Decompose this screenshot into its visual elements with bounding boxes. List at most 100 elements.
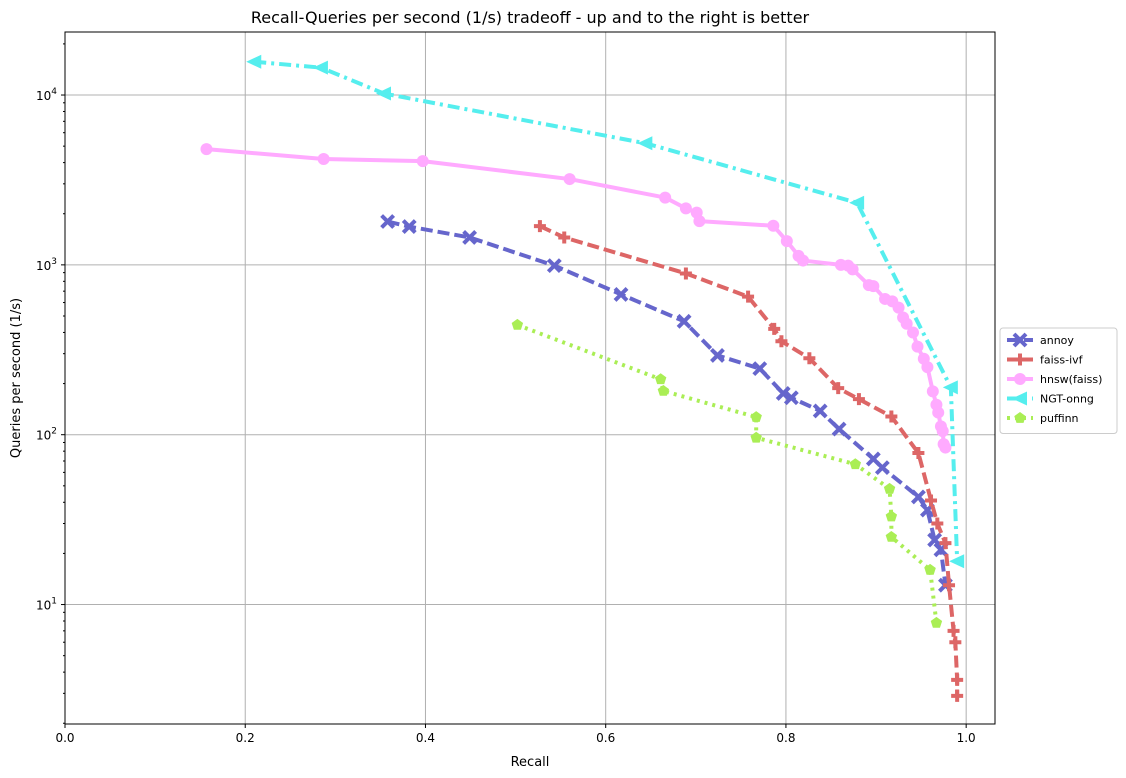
data-point (783, 390, 799, 406)
y-axis-label: Queries per second (1/s) (9, 298, 24, 458)
legend-label: NGT-onng (1040, 393, 1094, 406)
data-point (849, 195, 865, 210)
data-point (546, 258, 562, 274)
data-point (936, 425, 949, 438)
data-point (930, 616, 943, 628)
data-point (931, 517, 944, 530)
x-axis-ticks: 0.0 0.2 0.4 0.6 0.8 1.0 (55, 724, 976, 745)
data-point (906, 326, 919, 339)
data-point (775, 386, 791, 401)
y-tick-label: 102 (36, 427, 57, 443)
data-point (797, 254, 810, 267)
data-point (775, 335, 788, 348)
data-point (892, 301, 905, 314)
data-point (637, 136, 653, 151)
data-point (780, 235, 793, 248)
data-point (657, 384, 670, 396)
data-point (867, 280, 880, 293)
legend-label: puffinn (1040, 412, 1079, 425)
chart-title: Recall-Queries per second (1/s) tradeoff… (251, 8, 810, 27)
legend-label: hnsw(faiss) (1040, 373, 1102, 386)
series-puffinn (511, 318, 943, 628)
data-point (912, 447, 925, 460)
data-point (767, 219, 780, 232)
data-point (883, 482, 896, 494)
legend-swatch-marker (1012, 391, 1027, 406)
data-point (900, 317, 913, 330)
legend-box (999, 327, 1118, 434)
y-tick-label: 103 (36, 257, 57, 273)
legend-swatch-marker (1014, 412, 1026, 423)
data-point (831, 421, 847, 437)
data-point (921, 361, 934, 374)
data-point (752, 361, 768, 377)
data-point (874, 460, 890, 476)
data-point (832, 382, 845, 395)
data-point (943, 579, 956, 592)
data-point (654, 373, 667, 385)
data-point (849, 458, 862, 470)
series-NGT-onng (246, 54, 965, 569)
data-point (558, 231, 571, 244)
data-point (200, 143, 213, 156)
data-point (911, 340, 924, 353)
data-point (613, 286, 629, 302)
data-point (511, 318, 524, 330)
plot-series (200, 54, 965, 702)
data-point (885, 510, 898, 522)
data-point (885, 530, 898, 542)
data-point (750, 431, 762, 443)
data-point (951, 689, 964, 702)
data-point (659, 191, 672, 204)
x-tick-label: 0.2 (236, 731, 255, 745)
data-point (693, 215, 706, 228)
data-point (742, 290, 755, 303)
data-point (710, 347, 725, 363)
data-point (246, 54, 262, 69)
data-point (926, 385, 939, 398)
data-point (846, 263, 859, 276)
data-point (416, 155, 429, 168)
series-line (516, 323, 939, 624)
series-annoy (380, 214, 953, 593)
data-point (312, 60, 328, 75)
data-point (679, 202, 692, 215)
grid-lines (64, 32, 995, 724)
data-point (317, 153, 330, 166)
data-point (927, 532, 943, 548)
data-point (939, 537, 952, 550)
plot-area-frame (64, 31, 996, 725)
data-point (885, 410, 898, 423)
data-point (910, 489, 926, 505)
data-point (947, 624, 960, 637)
legend-swatch-marker (1012, 332, 1028, 348)
data-point (679, 267, 692, 280)
data-point (852, 393, 865, 406)
data-point (812, 403, 828, 419)
data-point (942, 380, 958, 395)
data-point (925, 494, 938, 507)
data-point (924, 563, 936, 575)
x-tick-label: 0.0 (55, 731, 74, 745)
legend-label: faiss-ivf (1040, 354, 1084, 367)
data-point (376, 86, 392, 101)
y-axis-ticks: 101 102 103 104 (36, 43, 65, 724)
data-point (750, 411, 762, 422)
data-point (951, 673, 964, 686)
data-point (462, 230, 478, 245)
data-point (949, 554, 965, 569)
series-line (206, 147, 948, 449)
x-tick-label: 1.0 (957, 731, 976, 745)
y-tick-label: 101 (36, 597, 57, 613)
data-point (768, 322, 781, 335)
series-faiss-ivf (533, 220, 964, 702)
x-tick-label: 0.4 (416, 731, 435, 745)
data-point (932, 406, 945, 419)
data-point (563, 173, 576, 186)
data-point (533, 220, 546, 233)
series-hnsw(faiss) (200, 143, 952, 454)
data-point (939, 441, 952, 454)
legend: annoy faiss-ivf hnsw(faiss) NGT-onng puffinn (999, 327, 1118, 434)
data-point (803, 352, 816, 365)
